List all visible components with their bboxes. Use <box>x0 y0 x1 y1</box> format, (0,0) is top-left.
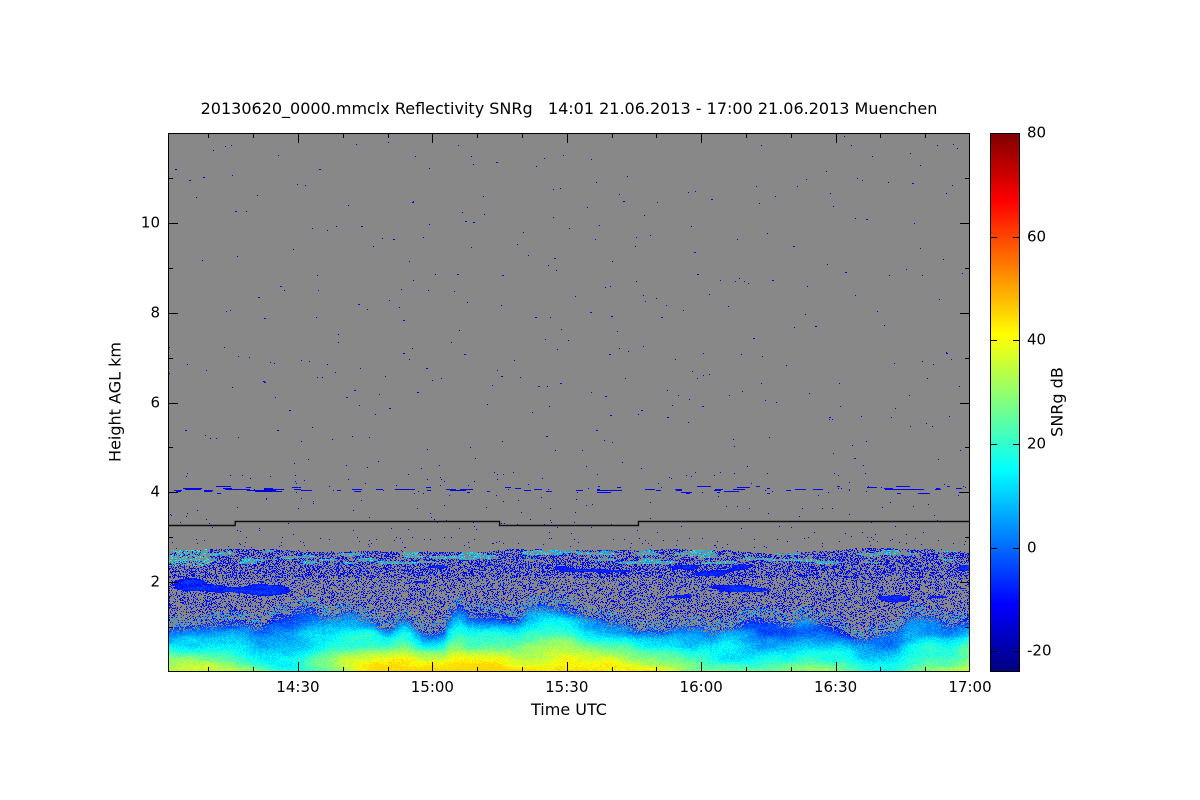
x-tick-label: 16:30 <box>813 678 858 696</box>
y-tick-label: 2 <box>150 572 160 591</box>
colorbar-tick-label: 40 <box>1027 330 1047 349</box>
x-tick-label: 16:00 <box>679 678 723 696</box>
colorbar-axis-label: SNRg dB <box>1047 367 1067 437</box>
y-axis-label: Height AGL km <box>105 342 125 462</box>
y-tick-label: 6 <box>150 393 160 411</box>
heatmap-canvas <box>168 133 970 672</box>
x-tick-label: 17:00 <box>948 678 992 696</box>
y-tick-label: 4 <box>150 482 160 501</box>
chart-title: 20130620_0000.mmclx Reflectivity SNRg 14… <box>200 99 938 118</box>
colorbar-canvas <box>990 133 1020 672</box>
x-axis-label: Time UTC <box>531 700 607 719</box>
x-tick-label: 14:30 <box>276 678 320 696</box>
x-tick-label: 15:00 <box>410 678 454 696</box>
colorbar-tick-label: 0 <box>1027 538 1037 557</box>
colorbar-tick-label: 20 <box>1027 434 1047 453</box>
y-tick-label: 8 <box>150 303 160 322</box>
colorbar-tick-label: 80 <box>1027 123 1047 142</box>
x-tick-label: 15:30 <box>545 678 589 696</box>
y-tick-label: 10 <box>140 213 160 232</box>
colorbar-tick-label: -20 <box>1027 641 1052 660</box>
colorbar-tick-label: 60 <box>1027 227 1047 246</box>
